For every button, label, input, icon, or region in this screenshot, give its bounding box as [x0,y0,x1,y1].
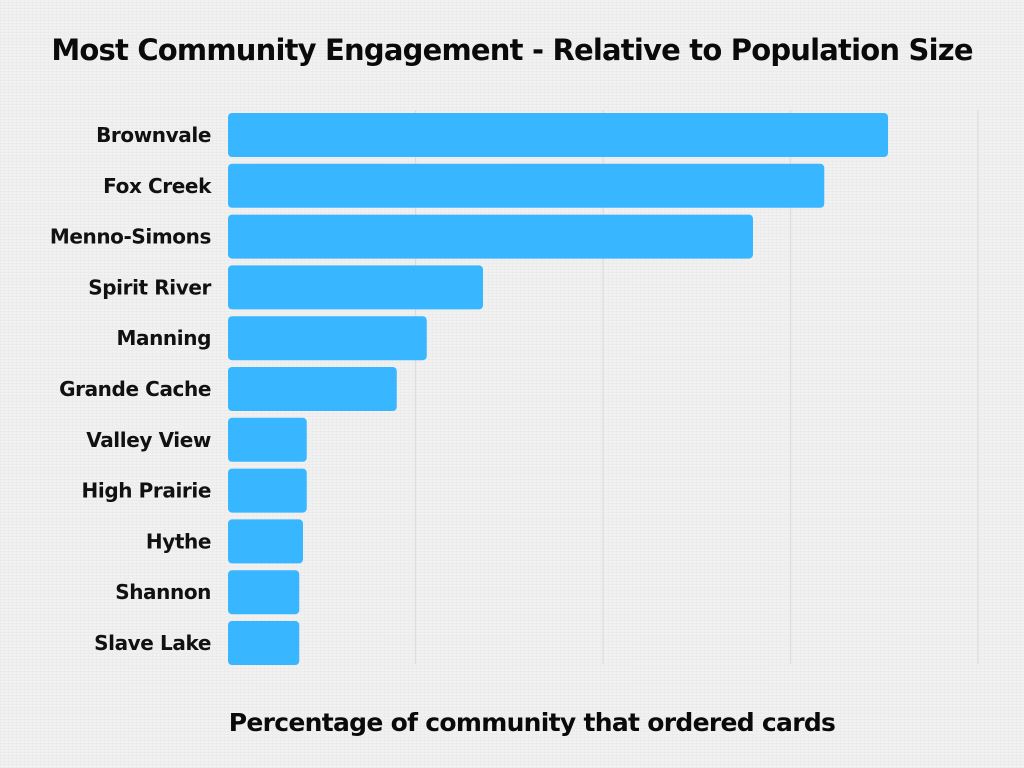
bar-valley-view [228,417,307,462]
bar-high-prairie [228,468,307,513]
chart-title: Most Community Engagement - Relative to … [51,33,973,67]
category-labels: Brownvale Fox Creek Menno-Simons Spirit Riv… [50,123,213,655]
x-axis-label: Percentage of community that ordered car… [228,708,836,737]
category-label: Manning [117,326,212,350]
bar-slave-lake [228,621,300,665]
category-label: Menno-Simons [50,225,211,249]
bar-menno-simons [228,214,753,259]
category-label: High Prairie [82,479,211,503]
category-label: Spirit River [88,275,211,299]
bar-brownvale [228,113,888,157]
bar-shannon [228,570,300,615]
category-label: Grande Cache [59,377,211,401]
bar-hythe [228,519,303,564]
category-label: Slave Lake [94,631,211,655]
category-label: Brownvale [96,123,211,147]
category-label: Valley View [86,428,211,452]
category-label: Fox Creek [103,174,212,198]
bar-fox-creek [228,163,825,208]
category-label: Shannon [115,580,211,604]
category-label: Hythe [146,529,211,553]
bar-grande-cache [228,367,397,411]
bars [228,113,888,665]
bar-spirit-river [228,265,483,310]
bar-manning [228,316,427,361]
